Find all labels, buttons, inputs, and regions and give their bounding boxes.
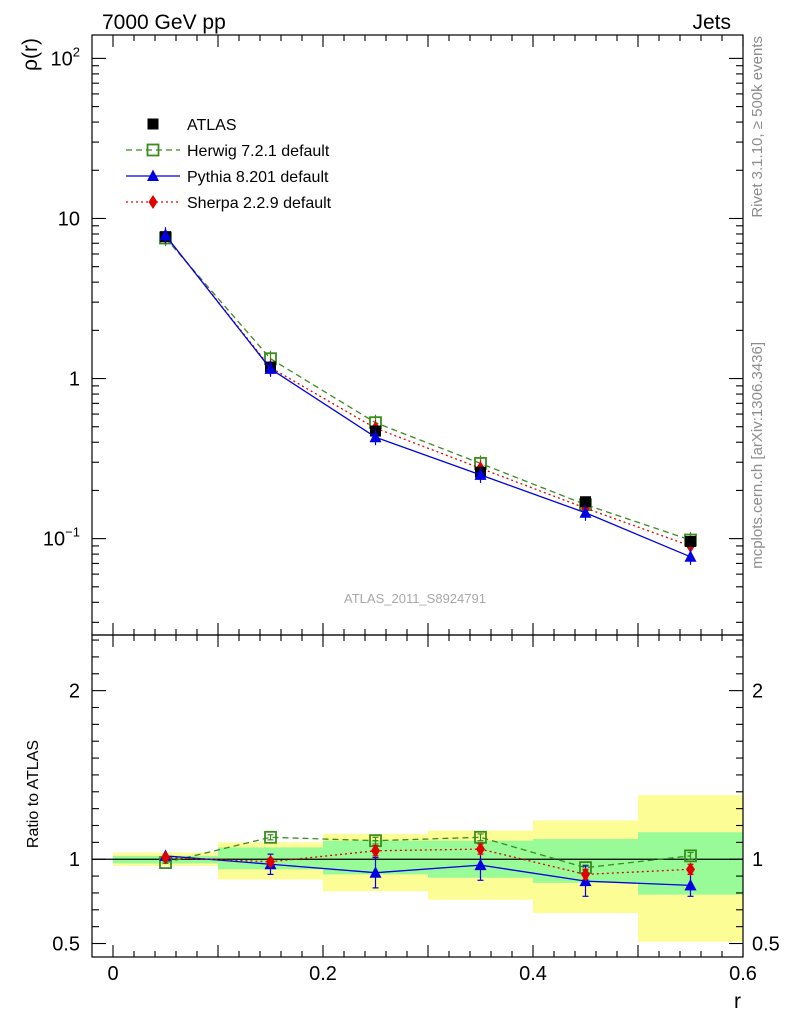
x-tick-label: 0.2 <box>309 963 337 985</box>
legend-label: Sherpa 2.2.9 default <box>187 195 332 212</box>
legend: ATLAS Herwig 7.2.1 default Pythia 8.201 de… <box>126 117 332 212</box>
ratio-point <box>264 830 277 844</box>
ratio-point <box>369 866 382 878</box>
x-tick-label: 0.4 <box>519 963 547 985</box>
legend-marker <box>147 169 159 181</box>
legend-label: Pythia 8.201 default <box>187 169 329 186</box>
main-y-tick-label: 10−1 <box>43 525 80 551</box>
ratio-point <box>161 850 170 865</box>
legend-marker <box>147 118 159 130</box>
main-point <box>685 535 696 547</box>
ratio-point <box>476 842 485 857</box>
ratio-y-tick-label-right: 1 <box>752 849 763 871</box>
ratio-uncertainty-bands <box>92 795 743 942</box>
main-y-tick-label: 1 <box>69 369 80 391</box>
ratio-y-axis-label: Ratio to ATLAS <box>25 740 42 848</box>
main-plot <box>159 227 697 565</box>
main-point <box>580 496 591 508</box>
x-tick-label: 0.6 <box>729 963 757 985</box>
ratio-point <box>684 878 697 891</box>
ratio-y-tick-label: 1 <box>69 849 80 871</box>
ratio-y-tick-label: 0.5 <box>52 934 80 956</box>
ratio-point <box>581 867 590 882</box>
legend-entry: Pythia 8.201 default <box>126 169 329 186</box>
axis-ticks <box>92 35 744 957</box>
main-series-line <box>164 235 691 547</box>
main-point <box>369 430 382 443</box>
ratio-point <box>371 843 380 858</box>
ratio-y-tick-label: 2 <box>69 681 80 703</box>
analysis-watermark: ATLAS_2011_S8924791 <box>344 591 486 606</box>
ratio-point <box>474 858 487 871</box>
main-y-axis-label: ρ(r) <box>19 38 42 71</box>
legend-label: Herwig 7.2.1 default <box>187 143 330 160</box>
tick-labels: 0 0.2 0.4 0.6 2 2 1 1 0.5 0.5 102 10 1 10−1 <box>43 44 780 985</box>
header-right: Jets <box>692 11 731 34</box>
main-point <box>474 468 487 480</box>
ratio-series-line <box>165 848 691 876</box>
main-point <box>579 506 592 518</box>
ratio-y-tick-label-right: 2 <box>752 681 763 703</box>
main-series-line <box>164 234 691 558</box>
main-point <box>264 362 277 374</box>
main-y-tick-label: 102 <box>51 44 80 70</box>
ratio-plot <box>159 830 697 897</box>
legend-marker <box>146 143 160 157</box>
legend-marker <box>148 195 158 209</box>
main-series-line <box>165 237 691 541</box>
ratio-point <box>684 849 697 863</box>
ratio-series-line <box>165 855 691 887</box>
x-tick-label: 0 <box>107 963 118 985</box>
legend-entry: Herwig 7.2.1 default <box>126 143 330 160</box>
legend-entry: ATLAS <box>147 117 237 134</box>
ratio-point <box>266 854 275 869</box>
ratio-point <box>686 862 695 877</box>
legend-entry: Sherpa 2.2.9 default <box>126 195 332 212</box>
x-axis-label: r <box>734 990 741 1013</box>
mcplots-reference-label: mcplots.cern.ch [arXiv:1306.3436] <box>749 342 766 569</box>
ratio-series-line <box>165 836 691 869</box>
ratio-y-tick-label-right: 0.5 <box>752 934 780 956</box>
legend-label: ATLAS <box>187 117 237 134</box>
ratio-frame <box>91 634 744 958</box>
main-y-tick-label: 10 <box>58 208 80 230</box>
rivet-version-label: Rivet 3.1.10, ≥ 500k events <box>749 36 766 218</box>
main-point <box>684 550 697 562</box>
header-left: 7000 GeV pp <box>102 11 226 34</box>
main-point <box>159 228 172 241</box>
